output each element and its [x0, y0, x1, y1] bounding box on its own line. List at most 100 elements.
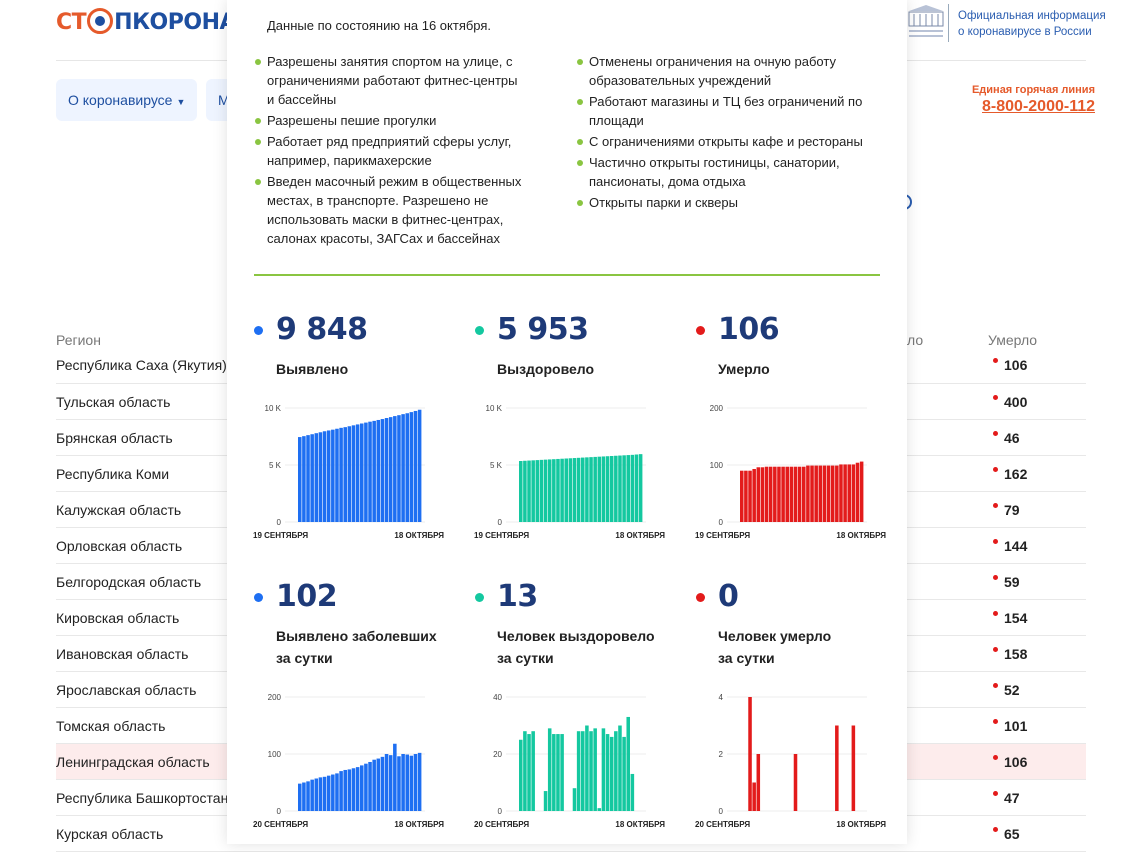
- chart-bar: [318, 777, 323, 811]
- x-start-label: 20 СЕНТЯБРЯ: [253, 820, 308, 829]
- y-tick-label: 100: [268, 750, 282, 759]
- chart-bar: [589, 457, 593, 522]
- y-tick-label: 0: [498, 807, 503, 816]
- region-name: Республика Башкортостан: [56, 790, 229, 806]
- deaths-value: 106: [1004, 357, 1028, 373]
- chart-bar: [397, 415, 401, 522]
- list-item: Открыты парки и скверы: [577, 193, 877, 212]
- chart-bar: [556, 458, 560, 522]
- chart-bar: [764, 466, 769, 522]
- chart-bar: [638, 454, 643, 522]
- chart-bar: [384, 754, 389, 811]
- chart-bar: [622, 736, 626, 811]
- chart-bar: [581, 457, 585, 522]
- stat-value: 5 953: [497, 312, 589, 347]
- chart-bar: [601, 728, 606, 811]
- official-info-line1: Официальная информация: [958, 10, 1106, 22]
- chart-bar: [401, 754, 405, 811]
- list-item: С ограничениями открыты кафе и рестораны: [577, 132, 877, 151]
- y-tick-label: 10 K: [486, 404, 503, 413]
- chart-bar: [306, 435, 310, 522]
- logo-text-part1: СТ: [56, 10, 87, 35]
- chart-bar: [855, 462, 860, 522]
- chart-bar: [335, 428, 339, 522]
- region-detail-panel: Данные по состоянию на 16 октября. Разре…: [227, 0, 907, 844]
- chart-bar: [531, 731, 535, 811]
- chart-bar: [773, 466, 777, 522]
- chart-bar: [535, 460, 540, 522]
- stat-label: Выявлено заболевших за сутки: [276, 625, 437, 669]
- x-end-label: 18 ОКТЯБРЯ: [615, 820, 665, 829]
- y-tick-label: 10 K: [265, 404, 282, 413]
- death-dot-icon: [993, 539, 998, 544]
- chart-bar: [818, 465, 823, 522]
- chart-bar: [393, 416, 397, 522]
- x-end-label: 18 ОКТЯБРЯ: [836, 531, 886, 540]
- deaths-value: 101: [1004, 718, 1028, 734]
- chart-bar: [360, 423, 364, 522]
- death-dot-icon: [993, 647, 998, 652]
- chart-bar: [368, 421, 372, 522]
- deaths-value: 158: [1004, 646, 1028, 662]
- chart-bar: [810, 465, 814, 522]
- x-end-label: 18 ОКТЯБРЯ: [394, 531, 444, 540]
- chart-bar: [560, 458, 564, 522]
- chart-bar: [388, 417, 393, 522]
- y-tick-label: 0: [498, 518, 503, 527]
- stat-label-line2: за сутки: [276, 650, 333, 666]
- list-item: Введен масочный режим в общественных мес…: [255, 172, 525, 248]
- hotline-label: Единая горячая линия: [971, 84, 1095, 96]
- chart-bar: [368, 761, 372, 811]
- deaths-value: 144: [1004, 538, 1028, 554]
- chart-bar: [797, 466, 802, 522]
- y-tick-label: 0: [277, 518, 282, 527]
- chart-bar: [343, 427, 347, 522]
- chart-bar: [839, 464, 843, 522]
- death-dot-icon: [993, 575, 998, 580]
- chart-bar: [581, 731, 585, 811]
- deaths-value: 59: [1004, 574, 1020, 590]
- x-end-label: 18 ОКТЯБРЯ: [836, 820, 886, 829]
- official-info-link[interactable]: Официальная информация о коронавирусе в …: [958, 8, 1106, 40]
- stat-label: Выявлено: [276, 361, 349, 377]
- chart-bar: [380, 756, 385, 811]
- chart-bar: [756, 754, 761, 811]
- stat-label: Выздоровело: [497, 361, 595, 377]
- chart-bar: [543, 791, 548, 811]
- chart-bar: [314, 778, 319, 811]
- chart-bar: [302, 782, 306, 811]
- chart-deaths-cumulative: 0 100 200 19 СЕНТЯБРЯ 18 ОКТЯБРЯ: [695, 404, 886, 540]
- region-name: Курская область: [56, 826, 164, 842]
- chart-bar: [543, 459, 548, 522]
- chart-bar: [793, 754, 798, 811]
- chart-bar: [576, 457, 581, 522]
- chart-bar: [593, 728, 597, 811]
- chart-bar: [376, 758, 381, 811]
- chart-bar: [401, 414, 405, 522]
- region-name: Ярославская область: [56, 682, 197, 698]
- chart-bar: [630, 773, 635, 811]
- chart-bar: [585, 725, 589, 811]
- nav-about-coronavirus[interactable]: О коронавирусе ▼: [56, 79, 198, 121]
- chart-bar: [384, 418, 389, 522]
- chart-bar: [572, 458, 577, 522]
- deaths-value: 106: [1004, 754, 1028, 770]
- region-name: Ивановская область: [56, 646, 189, 662]
- chart-bar: [351, 768, 356, 811]
- chart-bar: [331, 429, 335, 522]
- region-name: Республика Коми: [56, 466, 170, 482]
- hotline-number-link[interactable]: 8-800-2000-112: [982, 98, 1095, 115]
- list-item: Частично открыты гостиницы, санатории, п…: [577, 153, 877, 191]
- chart-bar: [310, 779, 314, 811]
- chart-bar: [752, 468, 756, 522]
- teal-dot-icon: [475, 593, 484, 602]
- chart-bar: [322, 431, 327, 522]
- chart-bar: [835, 725, 839, 811]
- chart-bar: [793, 466, 798, 522]
- region-name: Орловская область: [56, 538, 183, 554]
- list-item: Работают магазины и ТЦ без ограничений п…: [577, 92, 877, 130]
- region-name: Кировская область: [56, 610, 180, 626]
- chevron-down-icon: ▼: [176, 97, 186, 107]
- death-dot-icon: [993, 395, 998, 400]
- chart-bar: [519, 739, 523, 811]
